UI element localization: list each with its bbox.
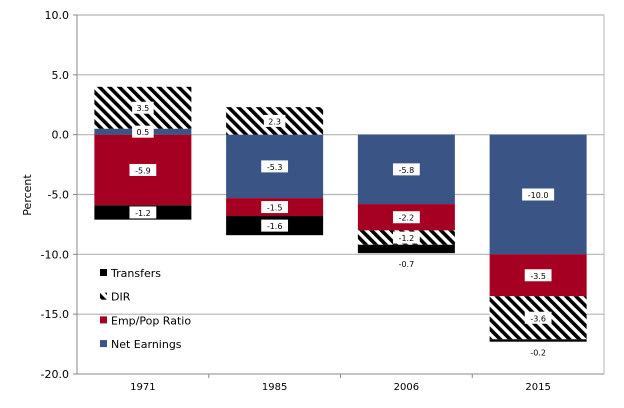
legend-swatch (100, 292, 107, 300)
data-label-box (524, 269, 552, 282)
x-tick-label: 1985 (262, 382, 287, 393)
data-label: -1.5 (267, 204, 283, 213)
y-tick-label: 0.0 (52, 129, 70, 142)
x-tick-label: 2006 (394, 382, 419, 393)
y-tick-label: -5.0 (48, 189, 69, 202)
legend-swatch (100, 340, 107, 348)
data-label: -10.0 (528, 191, 549, 200)
data-label-box (129, 206, 157, 219)
axes: 10.0 5.0 0.0 -5.0 -10.0 -15.0 -20.0 1971 1985 200… (41, 9, 605, 393)
data-label-box (261, 219, 289, 232)
bar-transfers (489, 339, 587, 342)
data-label: -5.8 (399, 166, 415, 175)
data-label: -5.3 (267, 163, 283, 172)
data-label-box (522, 188, 555, 201)
data-label-box (132, 101, 154, 114)
legend-label: Transfers (110, 267, 161, 280)
data-label: 0.5 (137, 128, 150, 137)
data-label: -3.6 (530, 314, 546, 323)
data-label: -1.6 (267, 222, 283, 231)
y-tick-label: 10.0 (45, 9, 70, 22)
y-tick-label: -20.0 (41, 368, 69, 381)
data-label-box (132, 125, 154, 138)
y-tick-label: -15.0 (41, 308, 69, 321)
data-label: -1.2 (135, 209, 151, 218)
data-label: -1.2 (399, 234, 415, 243)
data-label-box (392, 231, 420, 244)
data-label-box (129, 163, 157, 176)
data-label-box (263, 114, 286, 127)
data-label-box (392, 163, 420, 176)
data-label: -0.2 (530, 349, 546, 358)
data-label: -3.5 (530, 272, 546, 281)
y-tick-label: 5.0 (52, 69, 70, 82)
data-label: -0.7 (399, 260, 415, 269)
legend-swatch (100, 269, 107, 276)
data-labels: 0.5 -5.9 3.5 -1.2 -5.3 -1.5 2.3 -1.6 -5.8 -2.2 -1.… (129, 101, 555, 358)
x-tick-label: 2015 (525, 382, 550, 393)
y-axis-title: Percent (21, 174, 34, 216)
legend-label: Emp/Pop Ratio (111, 314, 191, 327)
data-label: -2.2 (399, 214, 415, 223)
data-label-box (261, 201, 289, 214)
legend-swatch (100, 316, 107, 324)
data-label-box (392, 211, 420, 224)
data-label-box (261, 160, 289, 173)
bars (94, 86, 587, 342)
x-tick-label: 1971 (130, 382, 155, 393)
data-label: 2.3 (268, 117, 281, 126)
data-label: -5.9 (135, 166, 151, 175)
legend-label: DIR (111, 291, 131, 304)
bar-transfers (357, 244, 455, 254)
y-tick-label: -10.0 (41, 248, 69, 261)
data-label: 3.5 (137, 104, 150, 113)
legend-label: Net Earnings (111, 338, 182, 351)
data-label-box (524, 311, 552, 324)
legend: Transfers DIR Emp/Pop Ratio Net Earnings (100, 267, 191, 351)
